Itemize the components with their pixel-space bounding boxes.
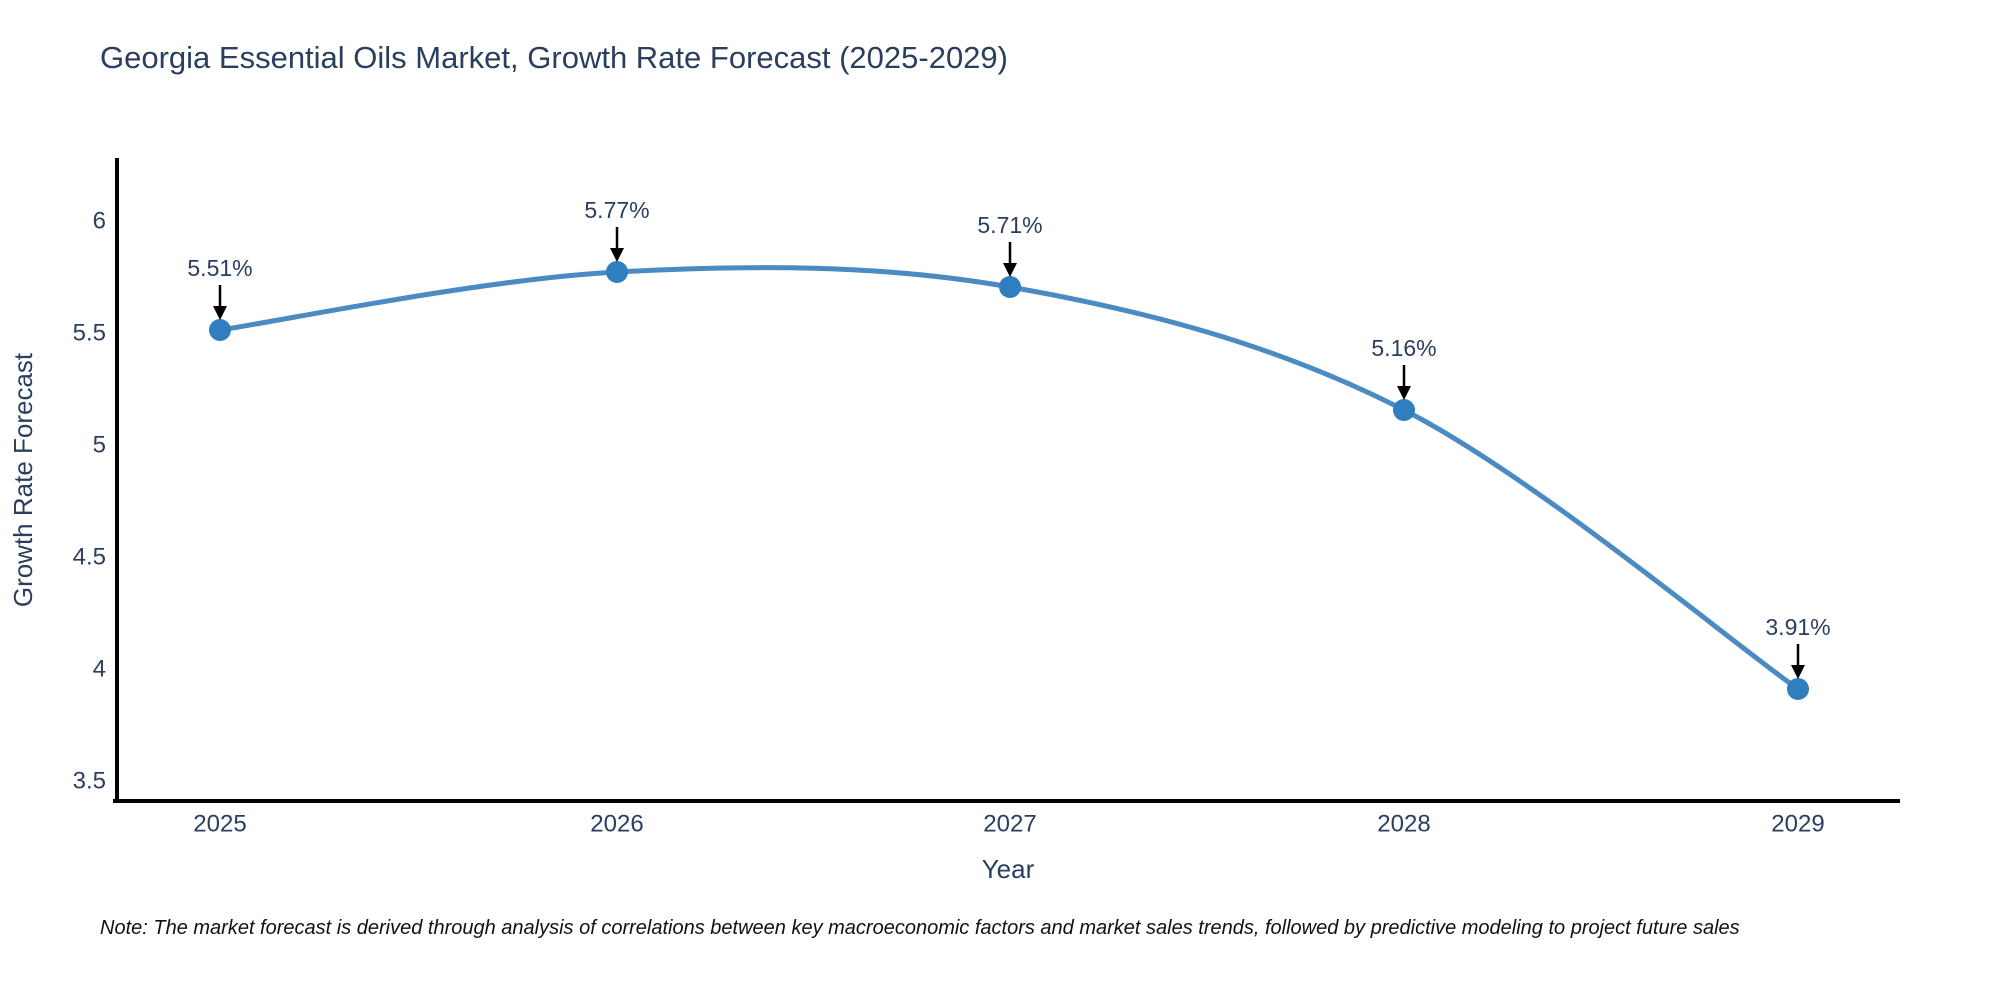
annotation-label: 5.16% [1371,335,1436,361]
annotation-label: 3.91% [1765,614,1830,640]
x-tick-label: 2028 [1377,811,1430,838]
y-tick-label: 4.5 [73,544,106,571]
annotation-label: 5.71% [977,212,1042,238]
annotation-arrowhead-icon [610,248,624,262]
line-series [217,265,1801,692]
annotation-arrowhead-icon [1397,386,1411,400]
x-tick-label: 2029 [1771,811,1824,838]
footnote: Note: The market forecast is derived thr… [100,917,1740,939]
y-axis-title: Growth Rate Forecast [8,352,38,607]
x-tick-label: 2025 [193,811,246,838]
y-tick-label: 6 [93,208,106,235]
annotation-2025: 5.51% [187,255,253,320]
y-tick-label: 3.5 [73,768,106,795]
annotation-arrowhead-icon [1791,665,1805,679]
y-tick-label: 5 [93,432,106,459]
annotation-2026: 5.77% [584,197,650,262]
data-point-2027 [999,276,1021,298]
annotation-arrowhead-icon [1003,263,1017,277]
x-axis-title: Year [982,854,1035,884]
annotation-label: 5.51% [187,255,252,281]
annotation-2029: 3.91% [1765,614,1831,679]
annotation-arrowhead-icon [213,306,227,320]
x-tick-label: 2026 [590,811,643,838]
chart-title: Georgia Essential Oils Market, Growth Ra… [100,40,1008,75]
data-point-2028 [1393,399,1415,421]
annotation-label: 5.77% [584,197,649,223]
data-point-2029 [1787,678,1809,700]
y-tick-label: 4 [93,656,106,683]
data-point-2025 [209,319,231,341]
annotation-2027: 5.71% [977,212,1043,277]
x-tick-label: 2027 [983,811,1036,838]
annotation-2028: 5.16% [1371,335,1437,400]
data-point-2026 [606,261,628,283]
y-tick-label: 5.5 [73,320,106,347]
